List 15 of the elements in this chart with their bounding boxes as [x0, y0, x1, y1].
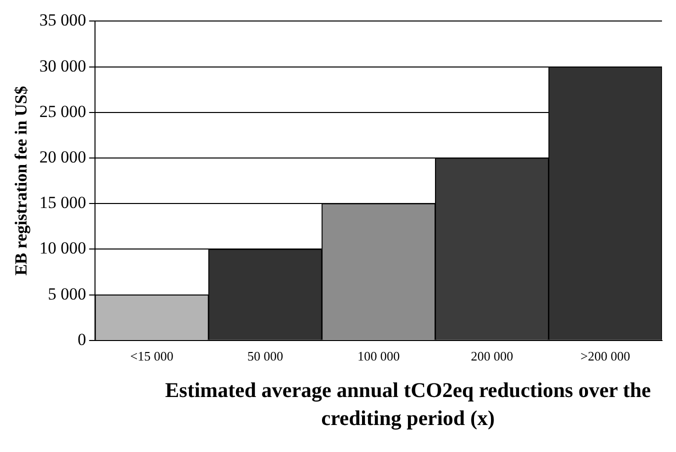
- y-axis-title: EB registration fee in US$: [12, 86, 31, 276]
- x-tick-label: 100 000: [357, 348, 400, 364]
- x-axis-title: Estimated average annual tCO2eq reductions over the crediting period (x): [164, 377, 652, 432]
- x-tick-label: 200 000: [470, 348, 514, 364]
- y-tick-label: 25 000: [39, 102, 86, 121]
- y-tick-label: 5 000: [48, 284, 86, 304]
- x-tick-label: 50 000: [247, 348, 284, 364]
- x-tick-label: >200 000: [580, 348, 630, 364]
- y-tick-label: 0: [78, 330, 86, 349]
- y-tick-label: 20 000: [39, 147, 86, 166]
- x-tick-label: <15 000: [130, 348, 174, 364]
- y-tick-label: 30 000: [39, 56, 86, 76]
- y-tick-label: 15 000: [39, 193, 86, 212]
- y-tick-label: 35 000: [39, 10, 86, 30]
- y-tick-label: 10 000: [39, 238, 86, 258]
